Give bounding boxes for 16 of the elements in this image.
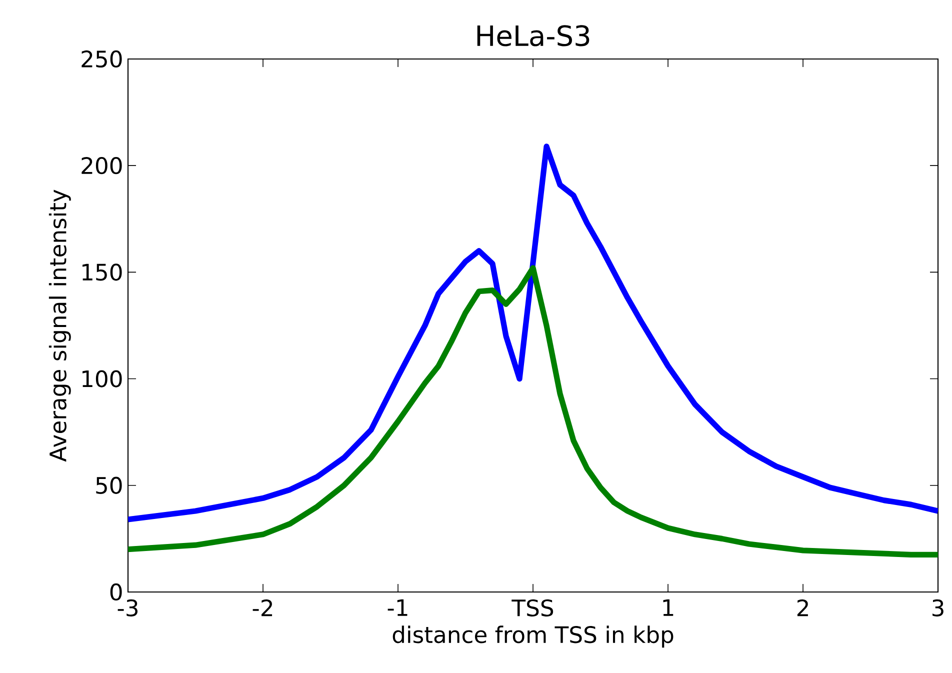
y-tick-label: 0 <box>110 583 122 601</box>
x-tick-label: 1 <box>663 599 674 616</box>
y-tick-label: 200 <box>82 157 122 174</box>
y-tick-label: 250 <box>82 50 122 68</box>
x-tick-label: -3 <box>118 599 138 616</box>
y-tick-label: 100 <box>82 370 122 388</box>
y-tick-label: 50 <box>96 476 122 494</box>
x-tick-label: TSS <box>512 599 554 616</box>
y-tick-label: 150 <box>82 264 122 281</box>
x-tick-label: -1 <box>388 599 408 616</box>
x-axis-title: distance from TSS in kbp <box>392 626 674 648</box>
chart-title: HeLa-S3 <box>477 25 590 46</box>
x-tick-label: 2 <box>797 599 808 616</box>
x-tick-label: 3 <box>932 599 944 616</box>
y-axis-title: Average signal intensity <box>48 190 71 462</box>
x-tick-label: -2 <box>252 599 272 616</box>
